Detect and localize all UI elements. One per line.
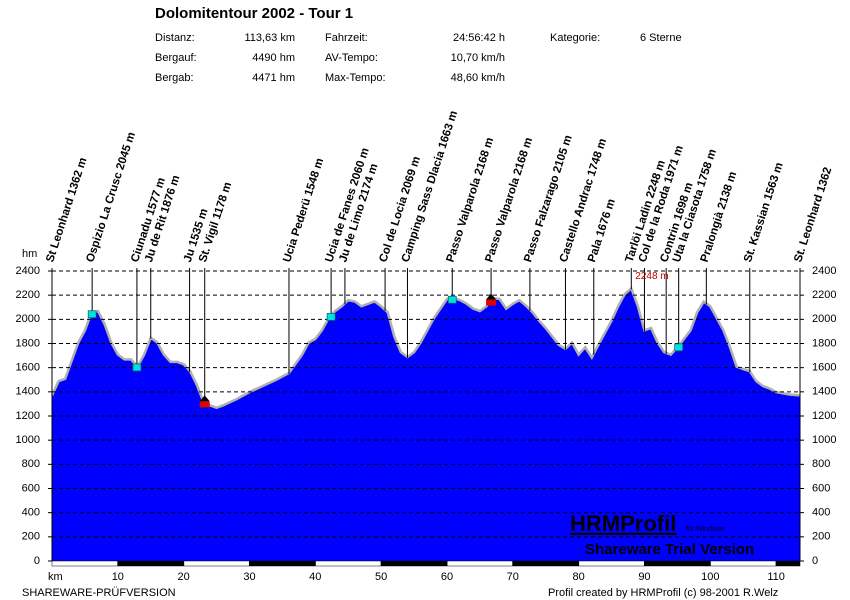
y-tick-label: 2000 (16, 313, 40, 325)
stat-text: 24:56:42 h (453, 32, 505, 44)
y-tick-label-right: 400 (812, 507, 830, 519)
x-tick-label: 20 (178, 571, 190, 583)
waypoint-label: St. Leonhard 1362 (792, 166, 834, 264)
y-tick-label: 2200 (16, 289, 40, 301)
y-tick-label-right: 1200 (812, 410, 836, 422)
stat-text: Kategorie: (550, 32, 600, 44)
chart-title: Dolomitentour 2002 - Tour 1 (155, 5, 353, 22)
y-tick-label-right: 2000 (812, 313, 836, 325)
stat-text: Distanz: (155, 32, 195, 44)
waypoint-icon (87, 310, 97, 319)
extreme-icon (486, 293, 497, 300)
y-tick-label-right: 1000 (812, 434, 836, 446)
y-tick-label-right: 200 (812, 531, 830, 543)
y-tick-label-right: 600 (812, 482, 830, 494)
footer-left: SHAREWARE-PRÜFVERSION (22, 587, 176, 599)
y-tick-label: 1400 (16, 386, 40, 398)
waypoint-icon (132, 363, 142, 372)
y-tick-label: 0 (34, 555, 40, 567)
waypoint-label: Ospizio La Crusc 2045 m (84, 131, 137, 264)
waypoint-icon (326, 313, 336, 321)
y-tick-label-right: 1400 (812, 386, 836, 398)
x-tick-label: 100 (701, 571, 719, 583)
watermark-sub: für Windows (686, 526, 725, 533)
y-axis-label: hm (22, 248, 37, 260)
x-tick-label: 40 (309, 571, 321, 583)
scale-segment (117, 561, 184, 566)
stat-text: Bergauf: (155, 52, 197, 64)
watermark-trial: Shareware Trial Version (585, 541, 754, 558)
stat-text: Max-Tempo: (325, 72, 386, 84)
scale-segment (512, 561, 579, 566)
scale-segment (644, 561, 711, 566)
stat-text: 6 Sterne (640, 32, 682, 44)
x-tick-label: 110 (767, 571, 785, 583)
x-tick-label: 70 (507, 571, 519, 583)
y-tick-label: 400 (22, 507, 40, 519)
scale-segment (249, 561, 316, 566)
stat-text: 4471 hm (252, 72, 295, 84)
y-tick-label: 1600 (16, 362, 40, 374)
peak-label: 2248 m (635, 271, 668, 282)
extreme-icon (486, 299, 497, 306)
y-tick-label: 1000 (16, 434, 40, 446)
waypoint-icon (674, 343, 684, 352)
x-tick-label: 90 (638, 571, 650, 583)
extreme-icon (199, 401, 210, 408)
extreme-icon (199, 395, 210, 402)
y-tick-label-right: 800 (812, 458, 830, 470)
x-tick-label: 50 (375, 571, 387, 583)
profile-outline (50, 286, 801, 410)
y-tick-label: 600 (22, 482, 40, 494)
x-axis-label: km (48, 571, 63, 583)
stat-text: AV-Tempo: (325, 52, 378, 64)
y-tick-label: 1200 (16, 410, 40, 422)
y-tick-label: 1800 (16, 337, 40, 349)
stat-text: Fahrzeit: (325, 32, 368, 44)
waypoint-label: Ucia Pederü 1548 m (281, 157, 326, 264)
profile-area (52, 289, 800, 561)
stat-text: 113,63 km (244, 32, 295, 44)
stat-text: 4490 hm (252, 52, 295, 64)
y-tick-label-right: 1600 (812, 362, 836, 374)
y-tick-label: 2400 (16, 265, 40, 277)
scale-segment (776, 561, 800, 566)
waypoint-label: Pala 1676 m (586, 198, 618, 264)
stat-text: 48,60 km/h (451, 72, 505, 84)
stat-text: 10,70 km/h (451, 52, 505, 64)
y-tick-label-right: 0 (812, 555, 818, 567)
x-tick-label: 60 (441, 571, 453, 583)
x-tick-label: 10 (112, 571, 124, 583)
x-tick-label: 30 (243, 571, 255, 583)
y-tick-label-right: 1800 (812, 337, 836, 349)
scale-segment (381, 561, 447, 566)
stat-text: Bergab: (155, 72, 194, 84)
y-tick-label-right: 2400 (812, 265, 836, 277)
waypoint-label: St Leonhard 1362 m (44, 156, 89, 264)
watermark: HRMProfil (570, 511, 676, 536)
y-tick-label: 800 (22, 458, 40, 470)
waypoint-label: St. Kassian 1563 m (742, 161, 786, 264)
x-tick-label: 80 (572, 571, 584, 583)
waypoint-icon (447, 295, 457, 304)
y-tick-label-right: 2200 (812, 289, 836, 301)
footer-right: Profil created by HRMProfil (c) 98-2001 … (548, 587, 778, 599)
y-tick-label: 200 (22, 531, 40, 543)
